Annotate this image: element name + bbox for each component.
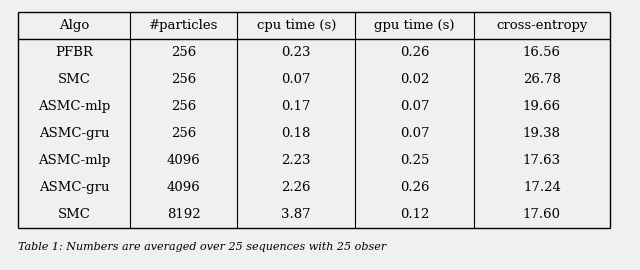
Text: 19.66: 19.66 (523, 100, 561, 113)
Text: 256: 256 (171, 46, 196, 59)
Text: SMC: SMC (58, 73, 91, 86)
Text: 3.87: 3.87 (282, 208, 311, 221)
Text: ASMC-mlp: ASMC-mlp (38, 100, 110, 113)
Text: 17.60: 17.60 (523, 208, 561, 221)
Text: 2.23: 2.23 (282, 154, 311, 167)
Text: ASMC-gru: ASMC-gru (39, 181, 109, 194)
Text: 0.26: 0.26 (400, 181, 429, 194)
Text: 0.07: 0.07 (400, 100, 429, 113)
Text: 17.24: 17.24 (523, 181, 561, 194)
Text: 4096: 4096 (167, 181, 200, 194)
Text: 26.78: 26.78 (523, 73, 561, 86)
Text: ASMC-mlp: ASMC-mlp (38, 154, 110, 167)
Text: 4096: 4096 (167, 154, 200, 167)
Text: 0.18: 0.18 (282, 127, 311, 140)
Text: 17.63: 17.63 (523, 154, 561, 167)
Text: 0.07: 0.07 (400, 127, 429, 140)
Text: 2.26: 2.26 (282, 181, 311, 194)
Text: gpu time (s): gpu time (s) (374, 19, 455, 32)
Text: 8192: 8192 (167, 208, 200, 221)
Text: PFBR: PFBR (55, 46, 93, 59)
Text: 19.38: 19.38 (523, 127, 561, 140)
Text: 0.23: 0.23 (282, 46, 311, 59)
Text: 0.02: 0.02 (400, 73, 429, 86)
Text: 0.25: 0.25 (400, 154, 429, 167)
Text: 256: 256 (171, 73, 196, 86)
Text: 16.56: 16.56 (523, 46, 561, 59)
Text: cpu time (s): cpu time (s) (257, 19, 336, 32)
Text: 0.12: 0.12 (400, 208, 429, 221)
Text: ASMC-gru: ASMC-gru (39, 127, 109, 140)
Text: SMC: SMC (58, 208, 91, 221)
Text: 0.17: 0.17 (282, 100, 311, 113)
Text: #particles: #particles (149, 19, 218, 32)
Text: 0.26: 0.26 (400, 46, 429, 59)
Text: 256: 256 (171, 127, 196, 140)
Text: 256: 256 (171, 100, 196, 113)
Text: 0.07: 0.07 (282, 73, 311, 86)
Text: Algo: Algo (59, 19, 90, 32)
Text: Table 1: Numbers are averaged over 25 sequences with 25 obser: Table 1: Numbers are averaged over 25 se… (18, 242, 387, 252)
Text: cross-entropy: cross-entropy (496, 19, 588, 32)
